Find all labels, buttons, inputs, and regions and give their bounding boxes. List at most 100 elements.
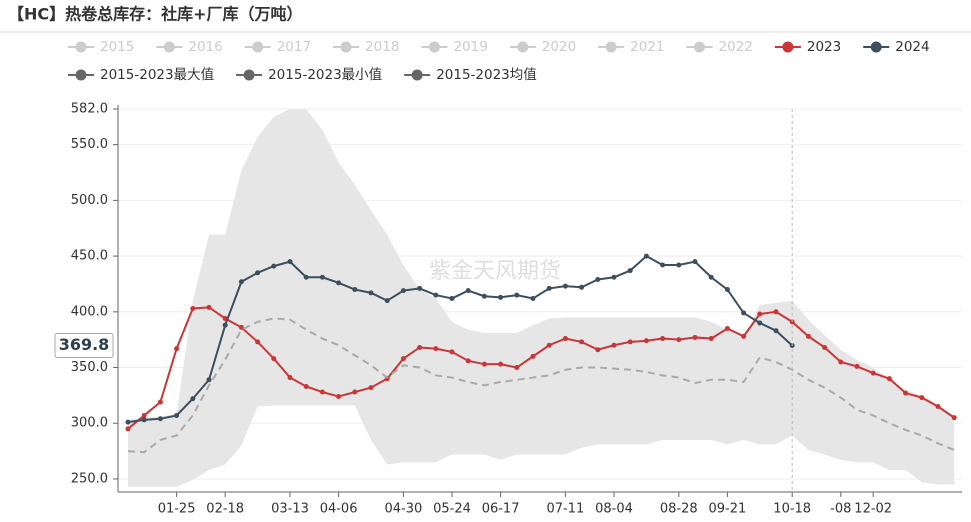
point — [141, 412, 147, 418]
x-tick-label: 02-18 — [206, 502, 244, 517]
point — [287, 259, 293, 265]
point — [190, 396, 196, 402]
point — [546, 285, 552, 291]
y-tick-label: 300.0 — [71, 416, 108, 431]
point — [222, 322, 228, 328]
legend-label: 2023 — [807, 39, 841, 55]
legend-item: 2021 — [598, 39, 665, 55]
point — [886, 376, 892, 382]
point — [498, 361, 504, 367]
legend-item: 2022 — [686, 39, 753, 55]
legend-marker — [411, 69, 423, 81]
point — [611, 342, 617, 348]
point — [773, 309, 779, 315]
point — [562, 336, 568, 342]
legend-item: 2015 — [68, 39, 134, 55]
x-tick-label: 10-18 — [773, 502, 811, 517]
point — [660, 336, 666, 342]
point — [352, 287, 358, 293]
point — [870, 370, 876, 376]
point — [287, 375, 293, 381]
legend-marker — [163, 41, 175, 53]
point — [157, 399, 163, 405]
point — [822, 344, 828, 350]
point — [255, 339, 261, 345]
point — [433, 292, 439, 298]
legend-item: 2016 — [156, 39, 223, 55]
point — [757, 320, 763, 326]
legend-label: 2015-2023最小值 — [268, 67, 382, 83]
legend-label: 2022 — [719, 39, 753, 55]
point — [530, 353, 536, 359]
point — [465, 288, 471, 294]
x-tick-label: 04-30 — [385, 502, 423, 517]
legend-label: 2015 — [100, 39, 134, 55]
point — [303, 383, 309, 389]
y-tick-label: 350.0 — [71, 360, 108, 375]
legend-marker — [870, 41, 882, 53]
point — [805, 333, 811, 339]
legend-label: 2016 — [188, 39, 222, 55]
point — [255, 270, 261, 276]
x-tick-label: 08-28 — [660, 502, 698, 517]
point — [271, 356, 277, 362]
x-tick-label: 05-24 — [433, 502, 471, 517]
legend-label: 2019 — [453, 39, 487, 55]
legend-label: 2017 — [277, 39, 311, 55]
point — [514, 292, 520, 298]
point — [724, 326, 730, 332]
point — [238, 324, 244, 330]
legend-marker — [243, 69, 255, 81]
legend-label: 2021 — [630, 39, 664, 55]
point — [579, 339, 585, 345]
legend-item: 2017 — [244, 39, 311, 55]
point — [157, 416, 163, 422]
point — [692, 259, 698, 265]
y-tick-label: 250.0 — [71, 471, 108, 486]
point — [352, 389, 358, 395]
point — [530, 295, 536, 301]
x-tick-label: 01-25 — [158, 502, 196, 517]
point — [336, 280, 342, 286]
x-tick-label: 08-04 — [595, 502, 633, 517]
point — [692, 334, 698, 340]
point — [400, 288, 406, 294]
point — [595, 347, 601, 353]
legend-label: 2018 — [365, 39, 399, 55]
point — [481, 293, 487, 299]
legend-item: 2015-2023均值 — [404, 67, 537, 83]
y-tick-label: 400.0 — [71, 304, 108, 319]
point — [206, 377, 212, 383]
chart-title: 【HC】热卷总库存：社库+厂库（万吨） — [8, 5, 303, 24]
point — [481, 361, 487, 367]
point — [303, 274, 309, 280]
x-tick-label: 06-17 — [482, 502, 520, 517]
point — [400, 356, 406, 362]
x-tick-label: 07-11 — [547, 502, 585, 517]
legend-label: 2015-2023均值 — [436, 67, 537, 83]
point — [336, 394, 342, 400]
legend-item: 2023 — [774, 39, 841, 55]
point — [708, 274, 714, 280]
series-line — [127, 254, 793, 424]
point — [368, 290, 374, 296]
point — [676, 337, 682, 343]
point — [190, 305, 196, 311]
crosshair-value-box — [54, 332, 114, 358]
legend-marker — [605, 41, 617, 53]
point — [854, 363, 860, 369]
point — [611, 274, 617, 280]
series-line — [127, 317, 955, 454]
point — [125, 426, 131, 432]
legend-item: 2015-2023最小值 — [236, 67, 382, 83]
point — [238, 279, 244, 285]
point — [595, 276, 601, 282]
point — [919, 395, 925, 401]
legend-item: 2015-2023最大值 — [68, 67, 214, 83]
point — [368, 385, 374, 391]
point — [773, 328, 779, 334]
legend-item: 2018 — [333, 39, 399, 55]
point — [465, 358, 471, 364]
legend-label: 2015-2023最大值 — [100, 67, 214, 83]
